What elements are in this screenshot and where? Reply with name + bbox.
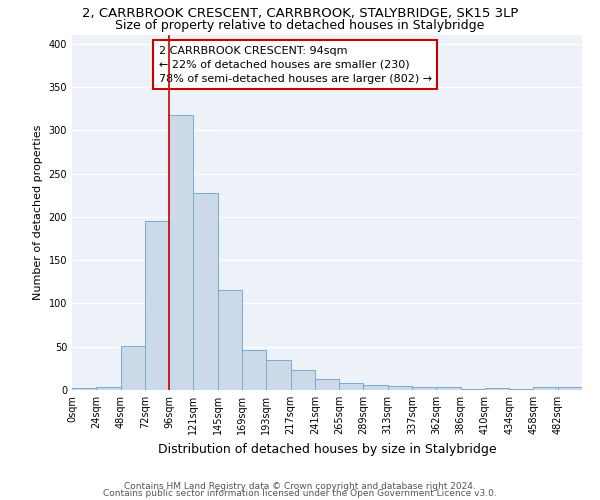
Text: Size of property relative to detached houses in Stalybridge: Size of property relative to detached ho… xyxy=(115,19,485,32)
Bar xyxy=(461,389,485,390)
Bar xyxy=(436,388,461,390)
Bar xyxy=(96,388,121,390)
Bar xyxy=(485,388,509,390)
Bar xyxy=(290,370,315,390)
Bar xyxy=(533,388,558,390)
Bar xyxy=(72,388,96,390)
Bar xyxy=(193,192,218,390)
Bar xyxy=(121,346,145,390)
Bar xyxy=(169,114,193,390)
Bar xyxy=(315,378,339,390)
Y-axis label: Number of detached properties: Number of detached properties xyxy=(33,125,43,300)
Text: Contains public sector information licensed under the Open Government Licence v3: Contains public sector information licen… xyxy=(103,489,497,498)
Text: 2 CARRBROOK CRESCENT: 94sqm
← 22% of detached houses are smaller (230)
78% of se: 2 CARRBROOK CRESCENT: 94sqm ← 22% of det… xyxy=(158,46,432,84)
Bar xyxy=(364,385,388,390)
Bar xyxy=(388,386,412,390)
Text: 2, CARRBROOK CRESCENT, CARRBROOK, STALYBRIDGE, SK15 3LP: 2, CARRBROOK CRESCENT, CARRBROOK, STALYB… xyxy=(82,8,518,20)
Bar xyxy=(558,388,582,390)
Bar xyxy=(509,389,533,390)
Text: Contains HM Land Registry data © Crown copyright and database right 2024.: Contains HM Land Registry data © Crown c… xyxy=(124,482,476,491)
Bar xyxy=(218,290,242,390)
Bar xyxy=(242,350,266,390)
Bar xyxy=(145,221,169,390)
Bar xyxy=(339,383,364,390)
X-axis label: Distribution of detached houses by size in Stalybridge: Distribution of detached houses by size … xyxy=(158,442,496,456)
Bar xyxy=(266,360,290,390)
Bar xyxy=(412,388,436,390)
